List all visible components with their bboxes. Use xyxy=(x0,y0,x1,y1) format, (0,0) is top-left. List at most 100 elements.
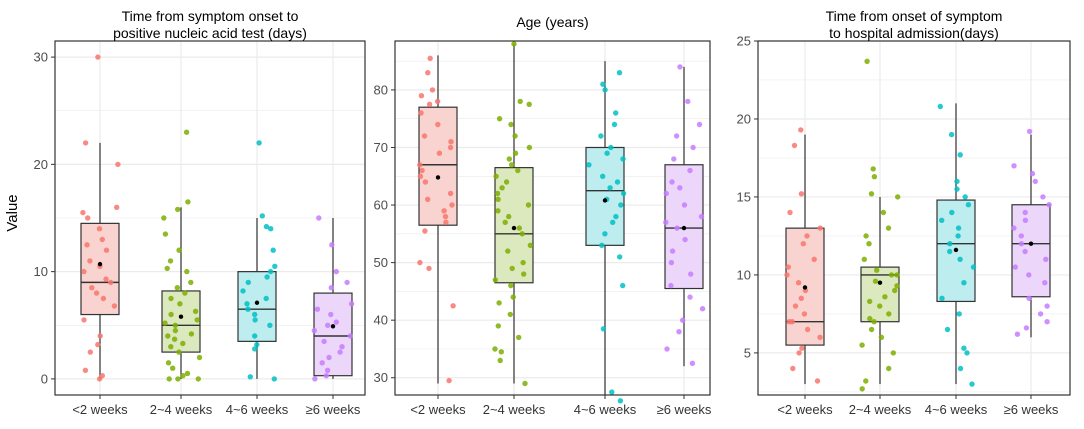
data-point xyxy=(324,367,331,373)
data-point xyxy=(685,98,691,105)
data-point xyxy=(81,317,87,323)
data-point xyxy=(880,209,887,216)
mean-marker xyxy=(953,247,959,253)
data-point xyxy=(969,381,975,387)
data-point xyxy=(521,271,527,277)
data-point xyxy=(321,338,327,345)
data-point xyxy=(617,254,623,260)
data-point xyxy=(964,350,970,356)
data-point xyxy=(161,215,167,221)
data-point xyxy=(859,386,865,392)
data-point xyxy=(103,247,110,253)
data-point xyxy=(448,139,454,145)
data-point xyxy=(100,295,107,302)
data-point xyxy=(801,311,808,317)
data-point xyxy=(247,374,253,380)
data-point xyxy=(878,334,885,340)
data-point xyxy=(417,162,423,168)
data-point xyxy=(1018,241,1025,247)
data-point xyxy=(168,311,174,318)
data-point xyxy=(1044,319,1050,325)
data-point xyxy=(663,219,669,225)
data-point xyxy=(798,295,804,301)
data-point xyxy=(422,179,429,185)
data-point xyxy=(687,167,693,174)
data-point xyxy=(95,341,101,348)
data-point xyxy=(111,303,118,309)
data-point xyxy=(254,341,260,348)
data-point xyxy=(174,285,180,291)
data-point xyxy=(434,98,441,105)
data-point xyxy=(795,280,802,286)
data-point xyxy=(316,215,322,221)
data-point xyxy=(496,116,503,122)
data-point xyxy=(520,259,526,266)
x-tick-label: <2 weeks xyxy=(410,402,466,417)
data-point xyxy=(957,152,963,158)
data-point xyxy=(264,274,270,280)
data-point xyxy=(677,185,683,191)
box-4~6 weeks xyxy=(585,146,625,246)
data-point xyxy=(871,319,877,325)
data-point xyxy=(602,87,608,93)
mean-marker xyxy=(1028,241,1034,246)
data-point xyxy=(512,133,518,139)
data-point xyxy=(515,167,521,174)
data-point xyxy=(333,268,339,275)
data-point xyxy=(620,282,626,289)
data-point xyxy=(1011,225,1017,231)
data-point xyxy=(814,378,821,384)
data-point xyxy=(87,258,93,264)
data-point xyxy=(674,225,680,231)
data-point xyxy=(506,213,512,220)
x-tick-label: ≥6 weeks xyxy=(1004,402,1059,417)
data-point xyxy=(874,267,880,273)
data-point xyxy=(868,191,875,197)
data-point xyxy=(784,272,790,278)
data-point xyxy=(510,294,516,300)
data-point xyxy=(863,233,869,239)
data-point xyxy=(80,209,86,216)
data-point xyxy=(1026,295,1032,301)
data-point xyxy=(180,373,186,379)
data-point xyxy=(956,311,962,317)
data-point xyxy=(195,376,201,382)
data-point xyxy=(957,256,963,262)
data-point xyxy=(347,333,353,339)
data-point xyxy=(885,225,892,231)
data-point xyxy=(613,110,619,116)
data-point xyxy=(509,162,515,168)
data-point xyxy=(866,241,872,247)
data-point xyxy=(450,303,456,309)
data-point xyxy=(668,282,674,289)
data-point xyxy=(240,288,246,294)
mean-marker xyxy=(877,280,883,285)
data-point xyxy=(267,322,273,328)
data-point xyxy=(99,373,106,379)
data-point xyxy=(319,360,325,366)
panel-2-border xyxy=(394,40,711,396)
data-point xyxy=(798,191,805,197)
data-point xyxy=(699,306,706,312)
x-tick-label: ≥6 weeks xyxy=(657,402,712,417)
data-point xyxy=(495,196,501,202)
data-point xyxy=(682,236,688,243)
data-point xyxy=(947,241,953,247)
data-point xyxy=(418,110,424,116)
data-point xyxy=(96,226,103,232)
data-point xyxy=(271,376,277,382)
data-point xyxy=(607,185,613,191)
data-point xyxy=(449,202,455,208)
data-point xyxy=(114,204,120,210)
data-point xyxy=(446,377,452,384)
data-point xyxy=(955,225,962,231)
data-point xyxy=(108,279,114,286)
data-point xyxy=(502,219,508,225)
data-point xyxy=(509,265,515,272)
data-point xyxy=(611,121,618,128)
data-point xyxy=(789,319,795,325)
data-point xyxy=(164,265,170,272)
data-point xyxy=(894,283,900,289)
data-point xyxy=(939,295,945,301)
